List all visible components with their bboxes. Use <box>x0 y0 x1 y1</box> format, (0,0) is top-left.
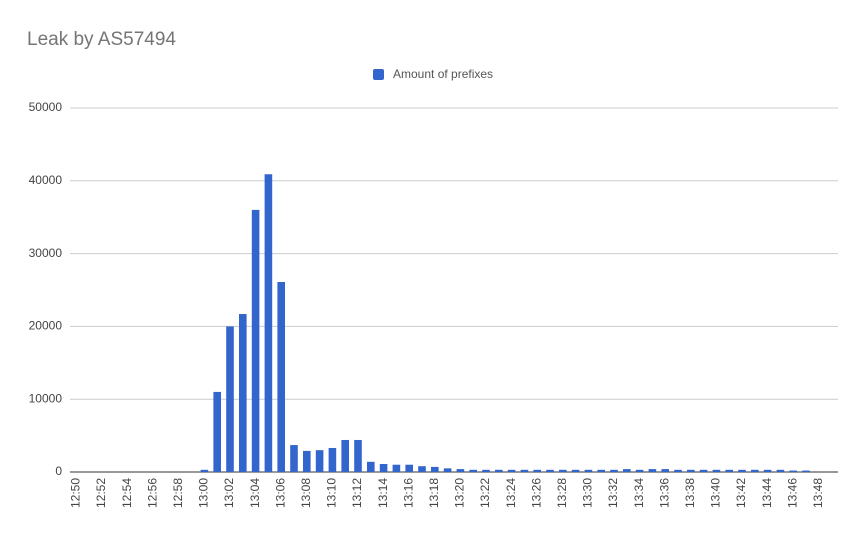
bar <box>648 469 657 472</box>
bar <box>431 466 439 472</box>
bar <box>559 469 567 472</box>
x-tick-label: 13:40 <box>709 478 723 508</box>
bar <box>418 466 426 472</box>
bar <box>571 469 580 472</box>
bar <box>469 469 477 472</box>
bar <box>277 281 285 472</box>
bar <box>623 469 631 472</box>
bar <box>379 463 388 472</box>
x-tick-label: 13:00 <box>197 478 211 508</box>
y-tick-label: 40000 <box>29 173 63 187</box>
x-tick-label: 13:26 <box>529 478 543 508</box>
y-tick-label: 0 <box>55 464 62 478</box>
bar <box>712 469 721 472</box>
y-tick-label: 20000 <box>29 319 63 333</box>
legend-label: Amount of prefixes <box>393 67 493 81</box>
y-tick-label: 50000 <box>29 100 63 114</box>
bar <box>303 450 311 472</box>
bar <box>533 469 541 472</box>
bar <box>610 469 618 472</box>
bar <box>789 470 797 472</box>
bar <box>635 469 644 472</box>
x-tick-label: 13:06 <box>273 478 287 508</box>
x-tick-label: 13:24 <box>504 478 518 508</box>
bar <box>802 470 810 472</box>
bar <box>443 468 452 472</box>
x-tick-label: 13:36 <box>657 478 671 508</box>
bar <box>290 445 298 472</box>
x-tick-label: 13:30 <box>581 478 595 508</box>
x-tick-label: 13:42 <box>734 478 748 508</box>
chart-title: Leak by AS57494 <box>27 29 176 50</box>
y-tick-label: 10000 <box>29 391 63 405</box>
bar <box>661 469 669 472</box>
bar <box>482 469 490 472</box>
x-tick-label: 13:02 <box>222 478 236 508</box>
x-tick-label: 12:54 <box>120 478 134 508</box>
x-tick-label: 13:12 <box>350 478 364 508</box>
bar <box>507 469 516 472</box>
bar <box>546 469 554 472</box>
x-tick-label: 12:50 <box>69 478 83 508</box>
bar <box>597 469 605 472</box>
bar <box>251 209 260 473</box>
x-tick-label: 13:38 <box>683 478 697 508</box>
bar <box>239 314 247 472</box>
bar <box>776 469 785 472</box>
bar <box>354 439 362 472</box>
x-tick-label: 13:46 <box>785 478 799 508</box>
x-tick-label: 13:22 <box>478 478 492 508</box>
x-tick-label: 13:18 <box>427 478 441 508</box>
bar <box>367 461 375 472</box>
bar <box>725 469 733 472</box>
x-tick-label: 13:44 <box>760 478 774 508</box>
x-tick-label: 13:14 <box>376 478 390 508</box>
x-tick-label: 12:58 <box>171 478 185 508</box>
x-tick-label: 12:52 <box>94 478 108 508</box>
x-tick-label: 12:56 <box>145 478 159 508</box>
x-tick-label: 13:28 <box>555 478 569 508</box>
bar <box>584 469 593 472</box>
x-tick-label: 13:20 <box>453 478 467 508</box>
bar <box>738 469 746 472</box>
x-tick-label: 13:10 <box>325 478 339 508</box>
bar <box>226 326 234 472</box>
bar <box>341 439 349 472</box>
x-tick-label: 13:48 <box>811 478 825 508</box>
bar <box>264 174 273 473</box>
bar <box>456 469 465 472</box>
bar <box>699 469 708 472</box>
bar <box>213 391 221 472</box>
x-tick-label: 13:34 <box>632 478 646 508</box>
bar <box>392 464 401 472</box>
x-tick-label: 13:08 <box>299 478 313 508</box>
bar <box>763 469 772 472</box>
y-tick-label: 30000 <box>29 246 63 260</box>
bar <box>674 469 682 472</box>
x-tick-label: 13:32 <box>606 478 620 508</box>
bar <box>328 447 337 472</box>
bar <box>751 469 759 472</box>
bar <box>495 469 503 472</box>
bar <box>200 469 209 472</box>
bar <box>687 469 695 472</box>
bar <box>315 450 324 472</box>
legend-swatch <box>373 69 384 80</box>
x-tick-label: 13:16 <box>401 478 415 508</box>
x-tick-label: 13:04 <box>248 478 262 508</box>
bar <box>405 464 413 472</box>
bar <box>520 469 529 472</box>
